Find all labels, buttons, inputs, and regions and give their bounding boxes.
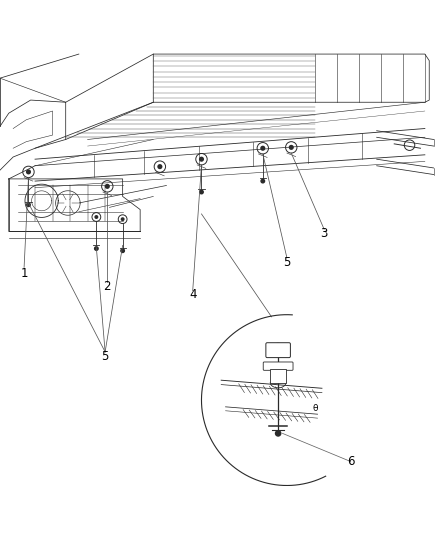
Circle shape — [276, 431, 281, 436]
Text: 5: 5 — [102, 350, 109, 363]
Circle shape — [121, 249, 124, 253]
Circle shape — [261, 179, 265, 183]
Circle shape — [199, 157, 204, 161]
Text: 1: 1 — [20, 266, 28, 280]
Circle shape — [200, 190, 203, 194]
Text: 3: 3 — [321, 227, 328, 240]
FancyBboxPatch shape — [266, 343, 290, 358]
Circle shape — [27, 203, 30, 206]
Text: 5: 5 — [283, 256, 290, 269]
Circle shape — [95, 247, 98, 251]
FancyBboxPatch shape — [263, 362, 293, 370]
Circle shape — [121, 217, 125, 221]
Circle shape — [26, 169, 31, 174]
Text: 4: 4 — [189, 288, 197, 302]
Circle shape — [289, 145, 294, 150]
Bar — [270, 368, 286, 383]
Circle shape — [157, 164, 162, 169]
Text: θ: θ — [313, 405, 318, 414]
Circle shape — [94, 215, 98, 219]
Circle shape — [105, 184, 110, 189]
Text: 2: 2 — [103, 280, 111, 293]
Circle shape — [260, 146, 265, 151]
Text: 6: 6 — [346, 455, 354, 468]
